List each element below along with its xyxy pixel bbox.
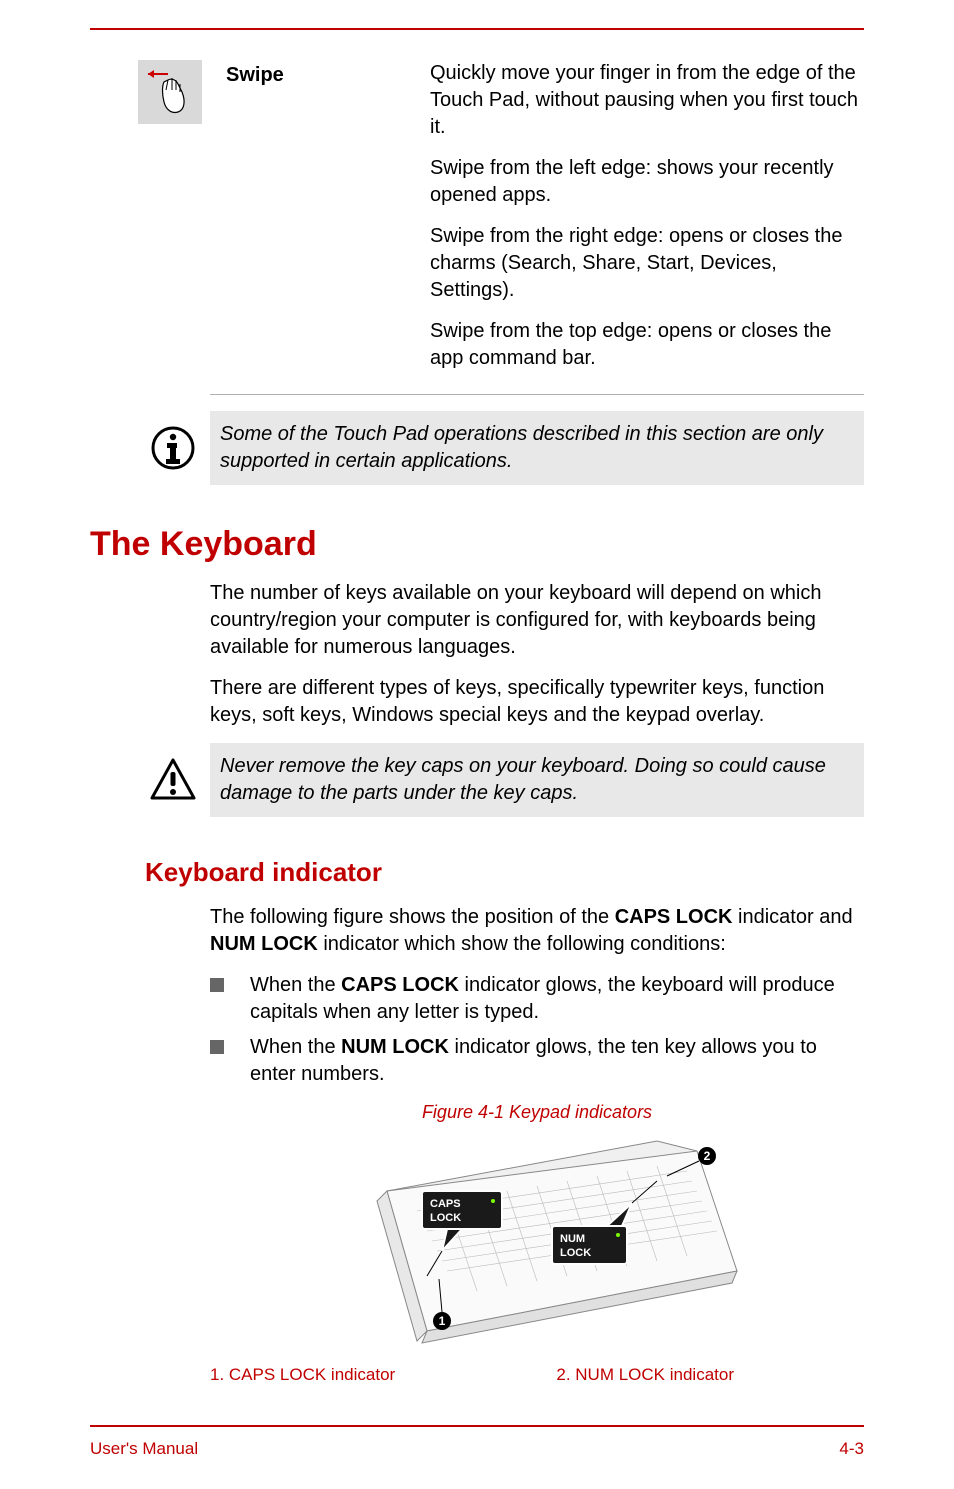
- caution-text: Never remove the key caps on your keyboa…: [210, 743, 864, 817]
- caution-note: Never remove the key caps on your keyboa…: [135, 743, 864, 817]
- section-title-the-keyboard: The Keyboard: [90, 525, 864, 564]
- bullet-num-lock: When the NUM LOCK indicator glows, the t…: [210, 1034, 864, 1088]
- indicator-bullet-list: When the CAPS LOCK indicator glows, the …: [210, 972, 864, 1088]
- swipe-para-0: Quickly move your finger in from the edg…: [430, 60, 864, 141]
- footer-page-number: 4-3: [839, 1439, 864, 1459]
- bullet-caps-lock: When the CAPS LOCK indicator glows, the …: [210, 972, 864, 1026]
- info-note: Some of the Touch Pad operations describ…: [135, 411, 864, 485]
- svg-text:CAPS: CAPS: [430, 1198, 461, 1210]
- svg-text:1: 1: [439, 1314, 446, 1328]
- info-note-text: Some of the Touch Pad operations describ…: [210, 411, 864, 485]
- swipe-gesture-icon: [138, 60, 202, 124]
- legend-num-lock: 2. NUM LOCK indicator: [556, 1365, 734, 1385]
- keyboard-para-1: There are different types of keys, speci…: [210, 675, 864, 729]
- intro-b2: NUM LOCK: [210, 933, 318, 955]
- intro-p1: The following figure shows the position …: [210, 906, 615, 928]
- intro-p3: indicator which show the following condi…: [318, 933, 726, 955]
- figure-legend: 1. CAPS LOCK indicator 2. NUM LOCK indic…: [210, 1365, 864, 1385]
- keyboard-para-0: The number of keys available on your key…: [210, 580, 864, 661]
- swipe-para-1: Swipe from the left edge: shows your rec…: [430, 155, 864, 209]
- legend-caps-lock: 1. CAPS LOCK indicator: [210, 1365, 395, 1385]
- indicator-intro: The following figure shows the position …: [210, 904, 864, 958]
- top-rule: [90, 28, 864, 30]
- footer-title: User's Manual: [90, 1439, 198, 1459]
- swipe-label: Swipe: [226, 60, 406, 87]
- figure-keypad-indicators: CAPS LOCK NUM LOCK 1 2: [210, 1131, 864, 1351]
- svg-text:2: 2: [704, 1149, 711, 1163]
- divider-rule: [210, 394, 864, 395]
- page-footer: User's Manual 4-3: [90, 1425, 864, 1489]
- swipe-description: Quickly move your finger in from the edg…: [430, 60, 864, 386]
- svg-text:NUM: NUM: [560, 1233, 585, 1245]
- swipe-para-2: Swipe from the right edge: opens or clos…: [430, 223, 864, 304]
- intro-b1: CAPS LOCK: [615, 906, 733, 928]
- bullet1-bold: NUM LOCK: [341, 1036, 449, 1058]
- info-icon: [135, 411, 210, 485]
- intro-p2: indicator and: [732, 906, 852, 928]
- bullet0-pre: When the: [250, 974, 341, 996]
- bullet0-bold: CAPS LOCK: [341, 974, 459, 996]
- caution-icon: [135, 743, 210, 817]
- bullet1-pre: When the: [250, 1036, 341, 1058]
- swipe-para-3: Swipe from the top edge: opens or closes…: [430, 318, 864, 372]
- svg-text:LOCK: LOCK: [430, 1212, 461, 1224]
- figure-caption: Figure 4-1 Keypad indicators: [210, 1102, 864, 1123]
- svg-text:LOCK: LOCK: [560, 1247, 591, 1259]
- swipe-row: Swipe Quickly move your finger in from t…: [90, 60, 864, 386]
- subsection-title-keyboard-indicator: Keyboard indicator: [145, 857, 864, 888]
